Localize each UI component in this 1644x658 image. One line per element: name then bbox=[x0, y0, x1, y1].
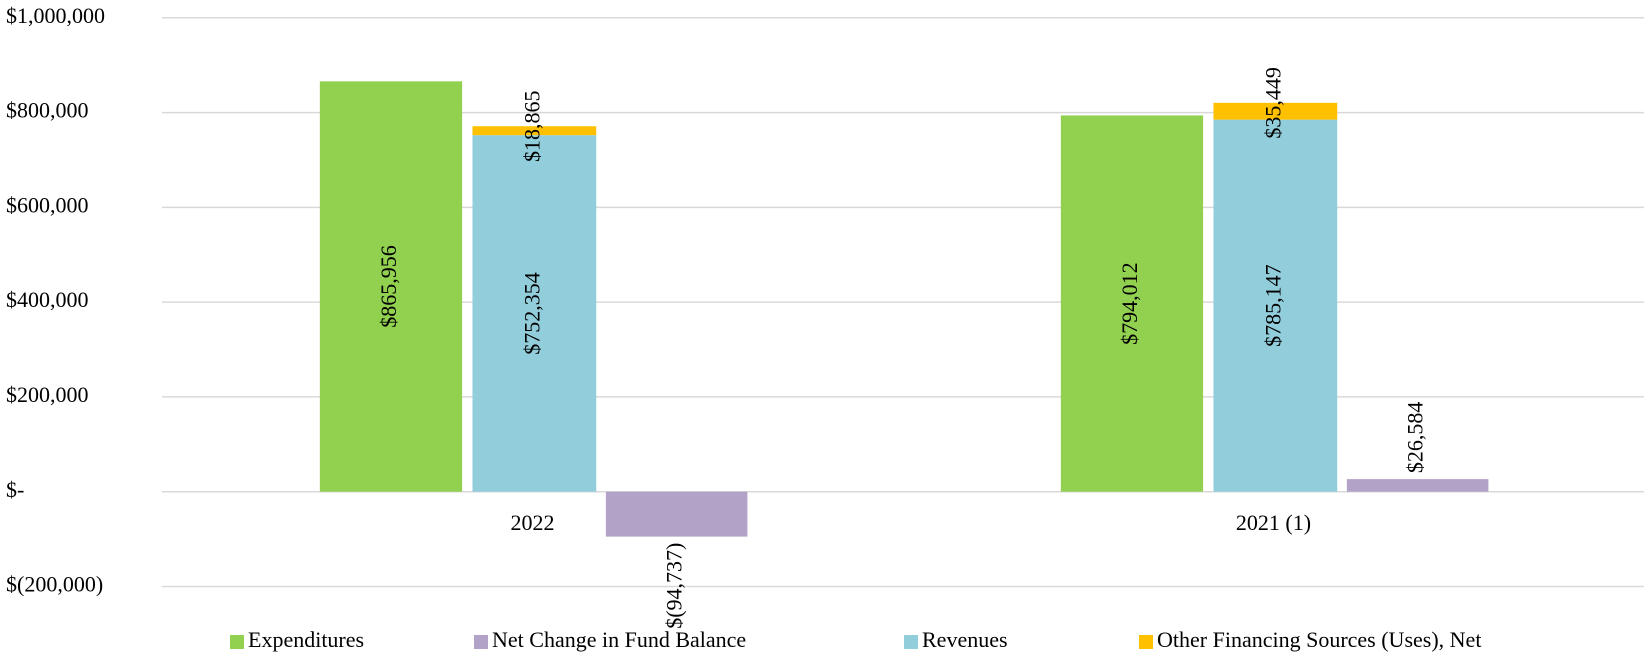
data-label: $35,449 bbox=[1260, 67, 1285, 138]
data-label: $865,956 bbox=[376, 245, 401, 328]
bar bbox=[472, 135, 597, 492]
y-tick-label: $400,000 bbox=[6, 287, 89, 312]
legend-swatch bbox=[904, 635, 918, 649]
legend-label: Other Financing Sources (Uses), Net bbox=[1157, 627, 1481, 652]
bar bbox=[1060, 115, 1204, 492]
bar bbox=[1213, 119, 1338, 492]
bar bbox=[319, 81, 463, 492]
data-label: $752,354 bbox=[519, 272, 544, 355]
legend-swatch bbox=[1139, 635, 1153, 649]
legend-swatch bbox=[230, 635, 244, 649]
data-label: $794,012 bbox=[1117, 262, 1142, 345]
legend-label: Net Change in Fund Balance bbox=[492, 627, 746, 652]
data-label: $26,584 bbox=[1403, 402, 1428, 474]
x-tick-label: 2021 (1) bbox=[1236, 510, 1311, 535]
y-tick-label: $600,000 bbox=[6, 192, 89, 217]
bar bbox=[1213, 102, 1338, 120]
bar bbox=[1346, 479, 1489, 492]
y-tick-label: $1,000,000 bbox=[6, 3, 105, 28]
bar bbox=[605, 491, 748, 537]
legend-label: Revenues bbox=[922, 627, 1008, 652]
y-tick-label: $800,000 bbox=[6, 98, 89, 123]
data-label: $785,147 bbox=[1260, 264, 1285, 347]
x-tick-label: 2022 bbox=[511, 510, 555, 535]
y-tick-label: $200,000 bbox=[6, 382, 89, 407]
bar bbox=[472, 126, 597, 136]
legend-swatch bbox=[474, 635, 488, 649]
legend-label: Expenditures bbox=[248, 627, 364, 652]
data-label: $18,865 bbox=[519, 90, 544, 162]
data-label: $(94,737) bbox=[662, 543, 687, 629]
y-tick-label: $- bbox=[6, 477, 24, 502]
y-tick-label: $(200,000) bbox=[6, 572, 103, 597]
